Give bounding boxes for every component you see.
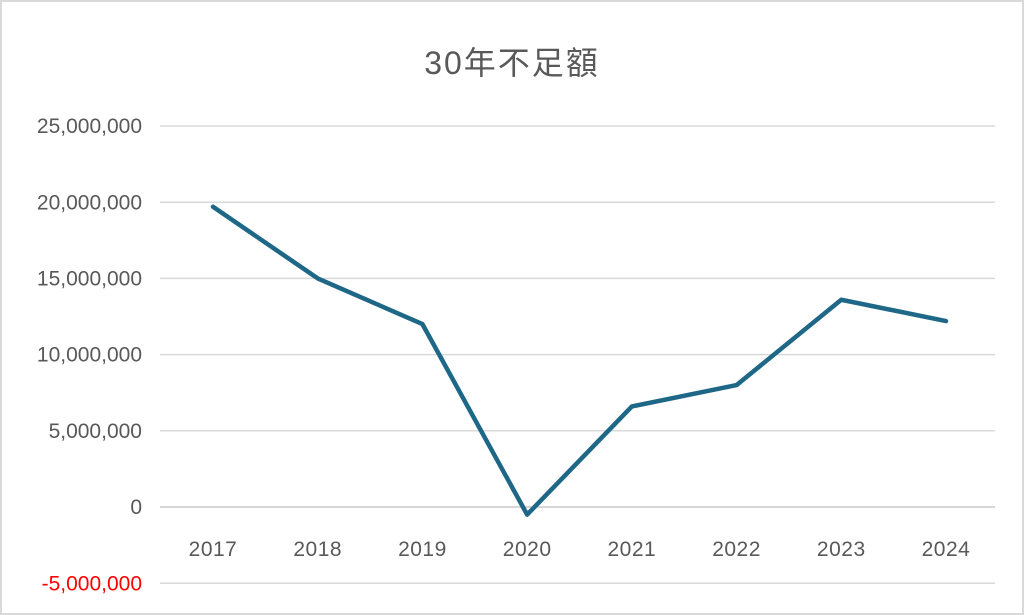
x-axis-tick-label: 2024 — [922, 538, 971, 561]
series-line — [210, 204, 949, 517]
y-axis-tick-label: 25,000,000 — [37, 115, 142, 138]
x-axis-tick-label: 2023 — [817, 538, 866, 561]
x-axis-tick-label: 2019 — [398, 538, 447, 561]
x-axis-tick-label: 2018 — [293, 538, 342, 561]
y-axis-tick-label: 5,000,000 — [49, 420, 142, 443]
chart-title: 30年不足額 — [424, 45, 600, 81]
y-axis-tick-label: 0 — [130, 496, 142, 519]
x-axis-tick-label: 2022 — [712, 538, 761, 561]
x-axis-tick-label: 2021 — [607, 538, 656, 561]
y-axis-tick-label: 20,000,000 — [37, 191, 142, 214]
x-axis-tick-label: 2020 — [503, 538, 552, 561]
y-axis-tick-label: 10,000,000 — [37, 344, 142, 367]
y-axis-tick-label: 15,000,000 — [37, 268, 142, 291]
y-axis-tick-label: -5,000,000 — [42, 572, 142, 595]
x-axis-tick-label: 2017 — [189, 538, 238, 561]
